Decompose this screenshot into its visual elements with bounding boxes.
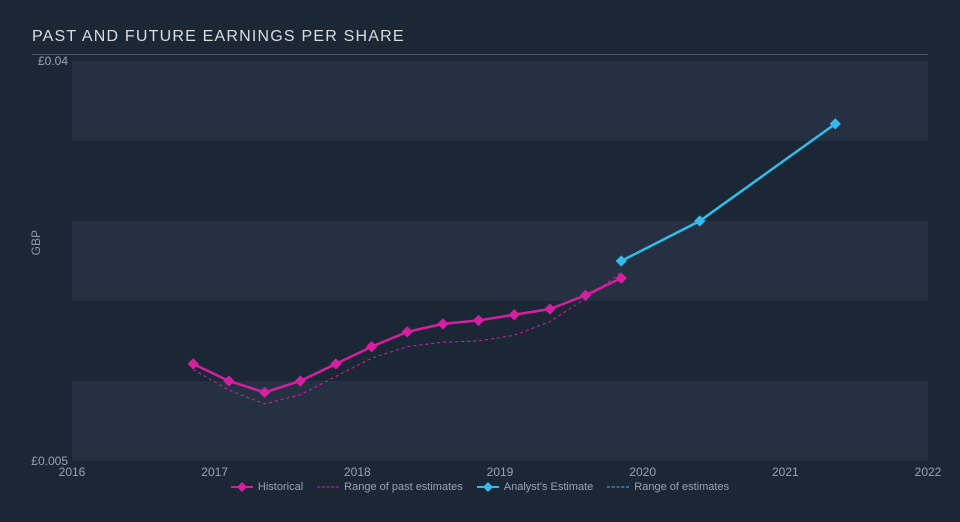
y-tick-label: £0.04 bbox=[38, 54, 68, 68]
legend-swatch bbox=[607, 482, 629, 492]
grid-band bbox=[72, 141, 928, 221]
x-tick-label: 2022 bbox=[915, 465, 942, 479]
x-tick-label: 2020 bbox=[629, 465, 656, 479]
grid-band bbox=[72, 221, 928, 301]
x-tick-label: 2019 bbox=[487, 465, 514, 479]
grid-band bbox=[72, 381, 928, 461]
legend-swatch bbox=[477, 482, 499, 492]
legend-label: Range of estimates bbox=[634, 481, 729, 493]
chart-container: PAST AND FUTURE EARNINGS PER SHARE GBP £… bbox=[0, 0, 960, 522]
chart-title: PAST AND FUTURE EARNINGS PER SHARE bbox=[32, 28, 928, 55]
x-tick-label: 2018 bbox=[344, 465, 371, 479]
plot-area: GBP £0.005£0.042016201720182019202020212… bbox=[72, 61, 928, 461]
legend-item: Range of past estimates bbox=[317, 481, 463, 493]
x-tick-label: 2021 bbox=[772, 465, 799, 479]
legend-label: Analyst's Estimate bbox=[504, 481, 594, 493]
grid-band bbox=[72, 301, 928, 381]
legend-label: Historical bbox=[258, 481, 303, 493]
legend-swatch bbox=[231, 482, 253, 492]
grid-band bbox=[72, 61, 928, 141]
legend-item: Range of estimates bbox=[607, 481, 729, 493]
y-axis-label: GBP bbox=[29, 230, 43, 255]
x-tick-label: 2017 bbox=[201, 465, 228, 479]
legend-item: Historical bbox=[231, 481, 303, 493]
legend-swatch bbox=[317, 482, 339, 492]
chart-svg bbox=[72, 61, 928, 461]
legend-label: Range of past estimates bbox=[344, 481, 463, 493]
legend: Historical Range of past estimates Analyst… bbox=[32, 481, 928, 493]
legend-item: Analyst's Estimate bbox=[477, 481, 594, 493]
x-tick-label: 2016 bbox=[59, 465, 86, 479]
